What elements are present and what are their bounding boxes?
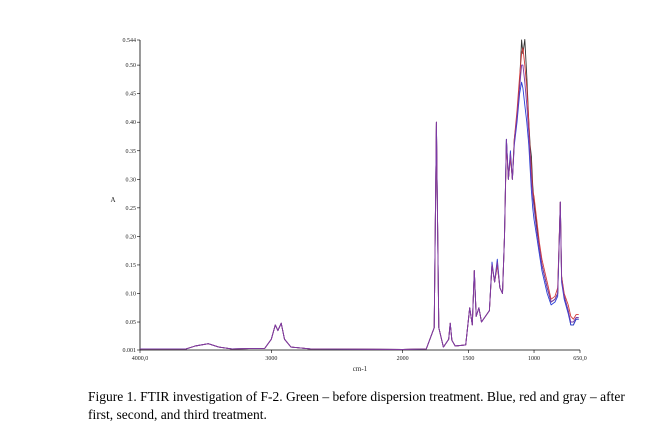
series-line-1 bbox=[140, 38, 579, 350]
y-tick-label-9: 0.10 bbox=[126, 291, 137, 297]
x-tick-label-0: 4000,0 bbox=[132, 356, 149, 362]
y-tick-label-6: 0.25 bbox=[126, 206, 137, 212]
x-tick-label-5: 650,0 bbox=[573, 356, 587, 362]
series-line-4 bbox=[140, 64, 579, 350]
y-tick-label-0: 0.544 bbox=[123, 38, 137, 44]
series-line-3 bbox=[140, 47, 579, 350]
y-tick-label-8: 0.15 bbox=[126, 263, 137, 269]
y-tick-label-7: 0.20 bbox=[126, 234, 137, 240]
x-tick-label-3: 1500 bbox=[462, 356, 474, 362]
y-axis-label: A bbox=[110, 196, 115, 204]
figure-caption: Figure 1. FTIR investigation of F-2. Gre… bbox=[88, 389, 625, 422]
y-tick-label-2: 0.45 bbox=[126, 92, 137, 98]
y-tick-label-3: 0.40 bbox=[126, 120, 137, 126]
y-tick-label-4: 0.35 bbox=[126, 149, 137, 155]
y-tick-label-10: 0.05 bbox=[126, 320, 137, 326]
ftir-chart: 0.544 0.50 0.45 0.40 0.35 0.30 0.25 0.20 0.15 0.1… bbox=[110, 38, 587, 373]
y-tick-label-1: 0.50 bbox=[126, 63, 137, 69]
x-tick-label-4: 1000 bbox=[528, 356, 540, 362]
x-axis-label: cm-1 bbox=[353, 365, 368, 373]
x-tick-label-1: 3000 bbox=[265, 356, 277, 362]
y-tick-label-5: 0.30 bbox=[126, 177, 137, 183]
plot-area: 0.544 0.50 0.45 0.40 0.35 0.30 0.25 0.20 0.15 0.1… bbox=[123, 38, 587, 362]
y-tick-label-11: 0.001 bbox=[123, 348, 137, 354]
series-line-2 bbox=[140, 81, 579, 350]
x-tick-label-2: 2000 bbox=[397, 356, 409, 362]
